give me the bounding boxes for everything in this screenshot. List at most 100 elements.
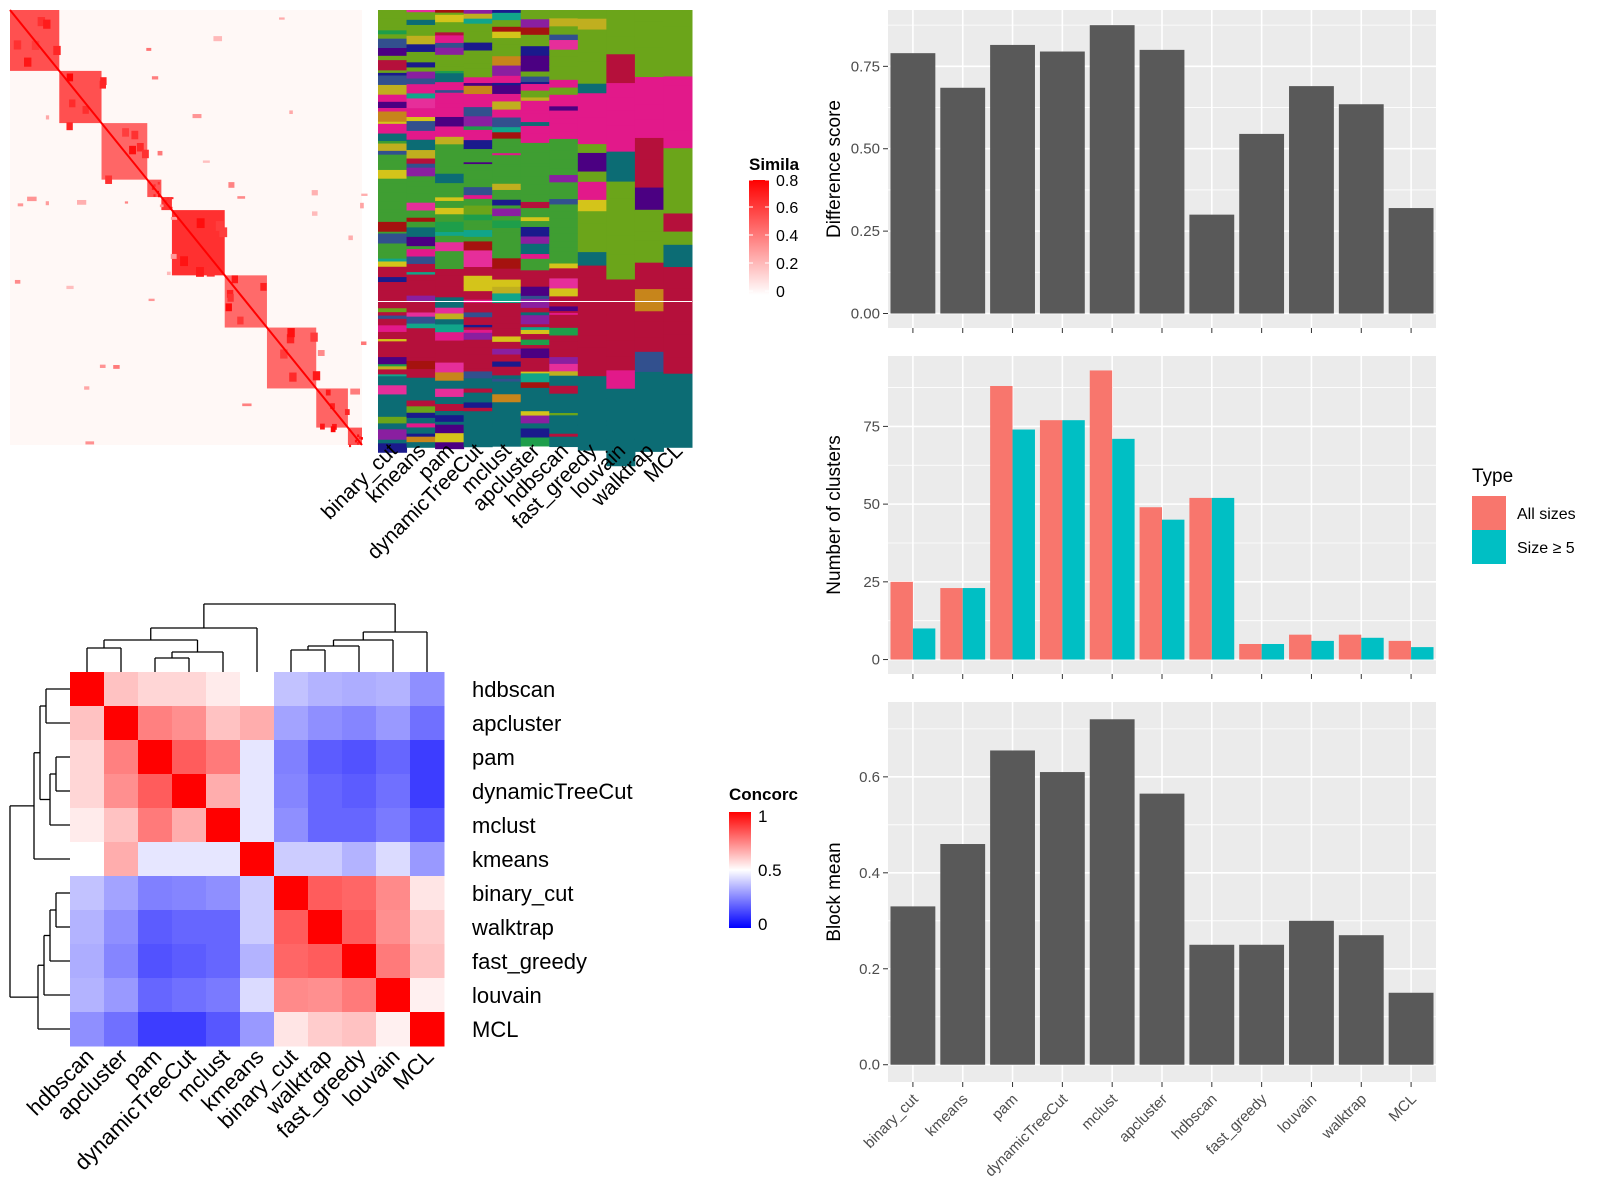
membership-cell bbox=[435, 313, 465, 320]
membership-cell bbox=[492, 138, 522, 148]
y-tick-label: 0.00 bbox=[851, 306, 880, 323]
x-tick-label: kmeans bbox=[922, 1091, 971, 1140]
membership-cell bbox=[435, 324, 465, 333]
membership-cell bbox=[577, 61, 607, 85]
membership-cell bbox=[606, 83, 636, 98]
membership-cell bbox=[520, 327, 550, 331]
x-tick-label: walktrap bbox=[1318, 1091, 1370, 1143]
membership-cell bbox=[520, 226, 550, 238]
bar bbox=[1289, 634, 1312, 660]
membership-cell bbox=[549, 26, 579, 30]
concordance-cell bbox=[138, 706, 173, 741]
concordance-cell bbox=[376, 978, 411, 1013]
membership-cell bbox=[406, 163, 436, 169]
membership-cell bbox=[463, 164, 493, 171]
membership-cell bbox=[435, 200, 465, 209]
membership-cell bbox=[492, 193, 522, 201]
similarity-block-detail bbox=[231, 275, 239, 284]
membership-cell bbox=[492, 316, 522, 325]
membership-cell bbox=[435, 319, 465, 326]
membership-cell bbox=[378, 18, 408, 29]
similarity-offblock bbox=[350, 388, 361, 395]
concordance-cell bbox=[342, 774, 377, 809]
membership-cell bbox=[520, 295, 550, 300]
similarity-offblock bbox=[14, 279, 21, 284]
membership-cell bbox=[520, 348, 550, 359]
similarity-block-detail bbox=[325, 389, 331, 396]
membership-cell bbox=[463, 10, 493, 15]
membership-cell bbox=[463, 13, 493, 20]
membership-cell bbox=[492, 366, 522, 376]
membership-cell bbox=[406, 84, 436, 95]
membership-cell bbox=[549, 79, 579, 89]
membership-cell bbox=[406, 423, 436, 429]
membership-cell bbox=[406, 328, 436, 339]
membership-cell bbox=[378, 394, 408, 403]
membership-cell bbox=[549, 413, 579, 416]
membership-cell bbox=[378, 357, 408, 365]
similarity-offblock bbox=[84, 386, 90, 390]
membership-cell bbox=[378, 315, 408, 320]
membership-cell bbox=[634, 388, 664, 410]
membership-cell bbox=[577, 439, 607, 451]
membership-cell bbox=[492, 309, 522, 318]
concordance-cell bbox=[104, 944, 139, 979]
membership-cell bbox=[435, 54, 465, 65]
membership-cell bbox=[492, 101, 522, 111]
membership-cell bbox=[435, 242, 465, 252]
membership-cell bbox=[406, 274, 436, 282]
concordance-cell bbox=[274, 944, 309, 979]
similarity-block-detail bbox=[360, 437, 363, 440]
membership-cell bbox=[463, 195, 493, 200]
concordance-legend-tick-label: 0 bbox=[758, 915, 767, 934]
membership-cell bbox=[549, 278, 579, 290]
membership-cell bbox=[549, 349, 579, 358]
partition-column-labels: binary_cutkmeanspamdynamicTreeCutmclusta… bbox=[317, 439, 687, 564]
membership-cell bbox=[435, 32, 465, 36]
membership-cell bbox=[378, 369, 408, 375]
membership-cell bbox=[520, 40, 550, 47]
membership-cell bbox=[549, 357, 579, 365]
similarity-diagonal bbox=[9, 9, 363, 446]
membership-cell bbox=[492, 208, 522, 217]
membership-cell bbox=[406, 295, 436, 302]
similarity-block-detail bbox=[225, 303, 232, 312]
membership-cell bbox=[634, 187, 664, 211]
membership-cell bbox=[577, 181, 607, 201]
membership-cell bbox=[606, 314, 636, 341]
membership-cell bbox=[492, 361, 522, 368]
membership-cell bbox=[406, 224, 436, 228]
bar bbox=[1139, 49, 1185, 314]
membership-cell bbox=[378, 121, 408, 125]
similarity-offblock bbox=[361, 193, 368, 196]
membership-cell bbox=[634, 289, 664, 312]
membership-cell bbox=[435, 116, 465, 128]
concordance-cell bbox=[104, 1012, 139, 1047]
membership-cell bbox=[378, 123, 408, 135]
similarity-offblock bbox=[242, 403, 252, 407]
membership-cell bbox=[435, 221, 465, 233]
membership-cell bbox=[435, 194, 465, 198]
membership-cell bbox=[435, 268, 465, 277]
similarity-block-detail bbox=[354, 439, 358, 443]
membership-cell bbox=[634, 321, 664, 339]
membership-cell bbox=[549, 72, 579, 81]
concordance-cell bbox=[172, 842, 207, 877]
membership-cell bbox=[406, 387, 436, 399]
similarity-offblock bbox=[170, 216, 178, 220]
membership-cell bbox=[435, 82, 465, 87]
membership-cell bbox=[463, 68, 493, 78]
bar bbox=[990, 750, 1035, 1065]
membership-cell bbox=[520, 363, 550, 373]
similarity-block-detail bbox=[24, 57, 32, 67]
concordance-cell bbox=[240, 910, 275, 945]
membership-cell bbox=[378, 30, 408, 35]
similarity-heatmap bbox=[9, 9, 368, 448]
membership-cell bbox=[463, 388, 493, 394]
membership-cell bbox=[435, 332, 465, 342]
membership-cell bbox=[520, 324, 550, 328]
concordance-cell bbox=[240, 978, 275, 1013]
membership-cell bbox=[435, 421, 465, 426]
membership-cell bbox=[520, 62, 550, 73]
membership-cell bbox=[520, 194, 550, 203]
